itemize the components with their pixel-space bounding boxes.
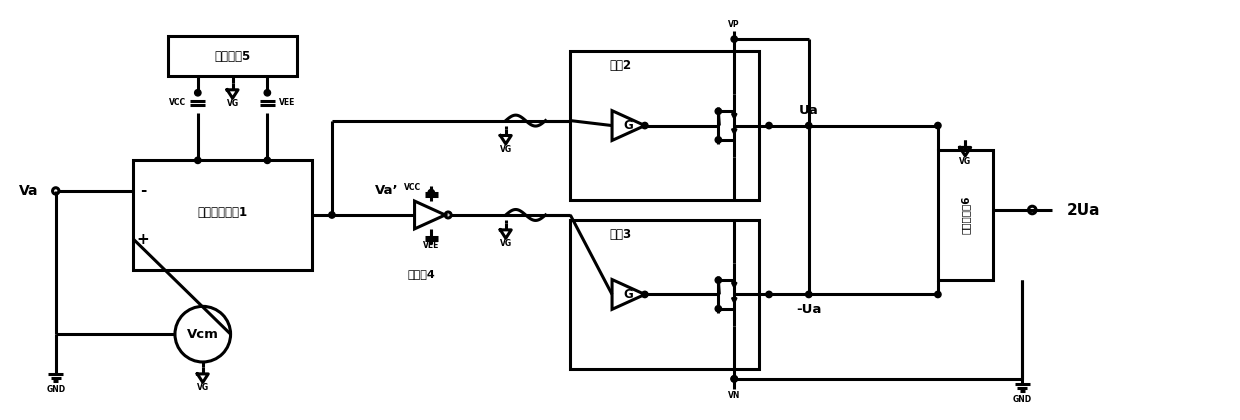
Text: +: + — [136, 231, 150, 247]
Text: 功放3: 功放3 — [609, 228, 631, 241]
Bar — [167, 36, 298, 76]
Text: 运放电源5: 运放电源5 — [215, 50, 250, 63]
Circle shape — [732, 36, 738, 42]
Text: -: - — [140, 184, 146, 198]
Circle shape — [732, 376, 738, 382]
Bar — [937, 150, 992, 280]
Circle shape — [264, 89, 270, 96]
Circle shape — [428, 189, 434, 196]
Text: 2Ua: 2Ua — [1068, 202, 1101, 218]
Text: VEE: VEE — [279, 98, 295, 107]
Bar — [133, 160, 312, 270]
Circle shape — [806, 291, 812, 298]
Circle shape — [935, 122, 941, 129]
Circle shape — [806, 122, 812, 129]
Text: VG: VG — [500, 145, 512, 154]
Text: Va: Va — [20, 184, 38, 198]
Bar — [570, 51, 759, 200]
Circle shape — [766, 291, 773, 298]
Text: G: G — [624, 288, 634, 301]
Text: Vcm: Vcm — [187, 328, 218, 341]
Text: VEE: VEE — [423, 241, 439, 250]
Text: VG: VG — [227, 99, 238, 108]
Circle shape — [715, 108, 722, 114]
Circle shape — [715, 136, 722, 143]
Text: VG: VG — [959, 157, 971, 166]
Circle shape — [715, 306, 722, 312]
Text: Ua: Ua — [799, 104, 818, 117]
Circle shape — [264, 157, 270, 163]
Text: Va’: Va’ — [374, 184, 398, 197]
Circle shape — [195, 89, 201, 96]
Text: 反相器4: 反相器4 — [408, 268, 435, 278]
Text: VG: VG — [500, 239, 512, 248]
Circle shape — [935, 291, 941, 298]
Circle shape — [732, 376, 738, 382]
Text: 差分放大电路1: 差分放大电路1 — [197, 206, 248, 219]
Text: VG: VG — [197, 383, 208, 392]
Circle shape — [766, 122, 773, 129]
Text: 功放2: 功放2 — [609, 60, 631, 73]
Text: VCC: VCC — [169, 98, 186, 107]
Circle shape — [715, 277, 722, 284]
Text: VP: VP — [728, 20, 740, 29]
Bar — [570, 220, 759, 369]
Circle shape — [641, 291, 649, 298]
Circle shape — [329, 212, 335, 218]
Circle shape — [641, 122, 649, 129]
Text: G: G — [624, 119, 634, 132]
Text: GND: GND — [46, 385, 66, 394]
Circle shape — [195, 157, 201, 163]
Text: 液力功率器6: 液力功率器6 — [960, 196, 970, 234]
Text: VCC: VCC — [404, 183, 422, 192]
Text: -Ua: -Ua — [796, 303, 821, 316]
Text: VN: VN — [728, 391, 740, 400]
Text: GND: GND — [1013, 395, 1032, 404]
